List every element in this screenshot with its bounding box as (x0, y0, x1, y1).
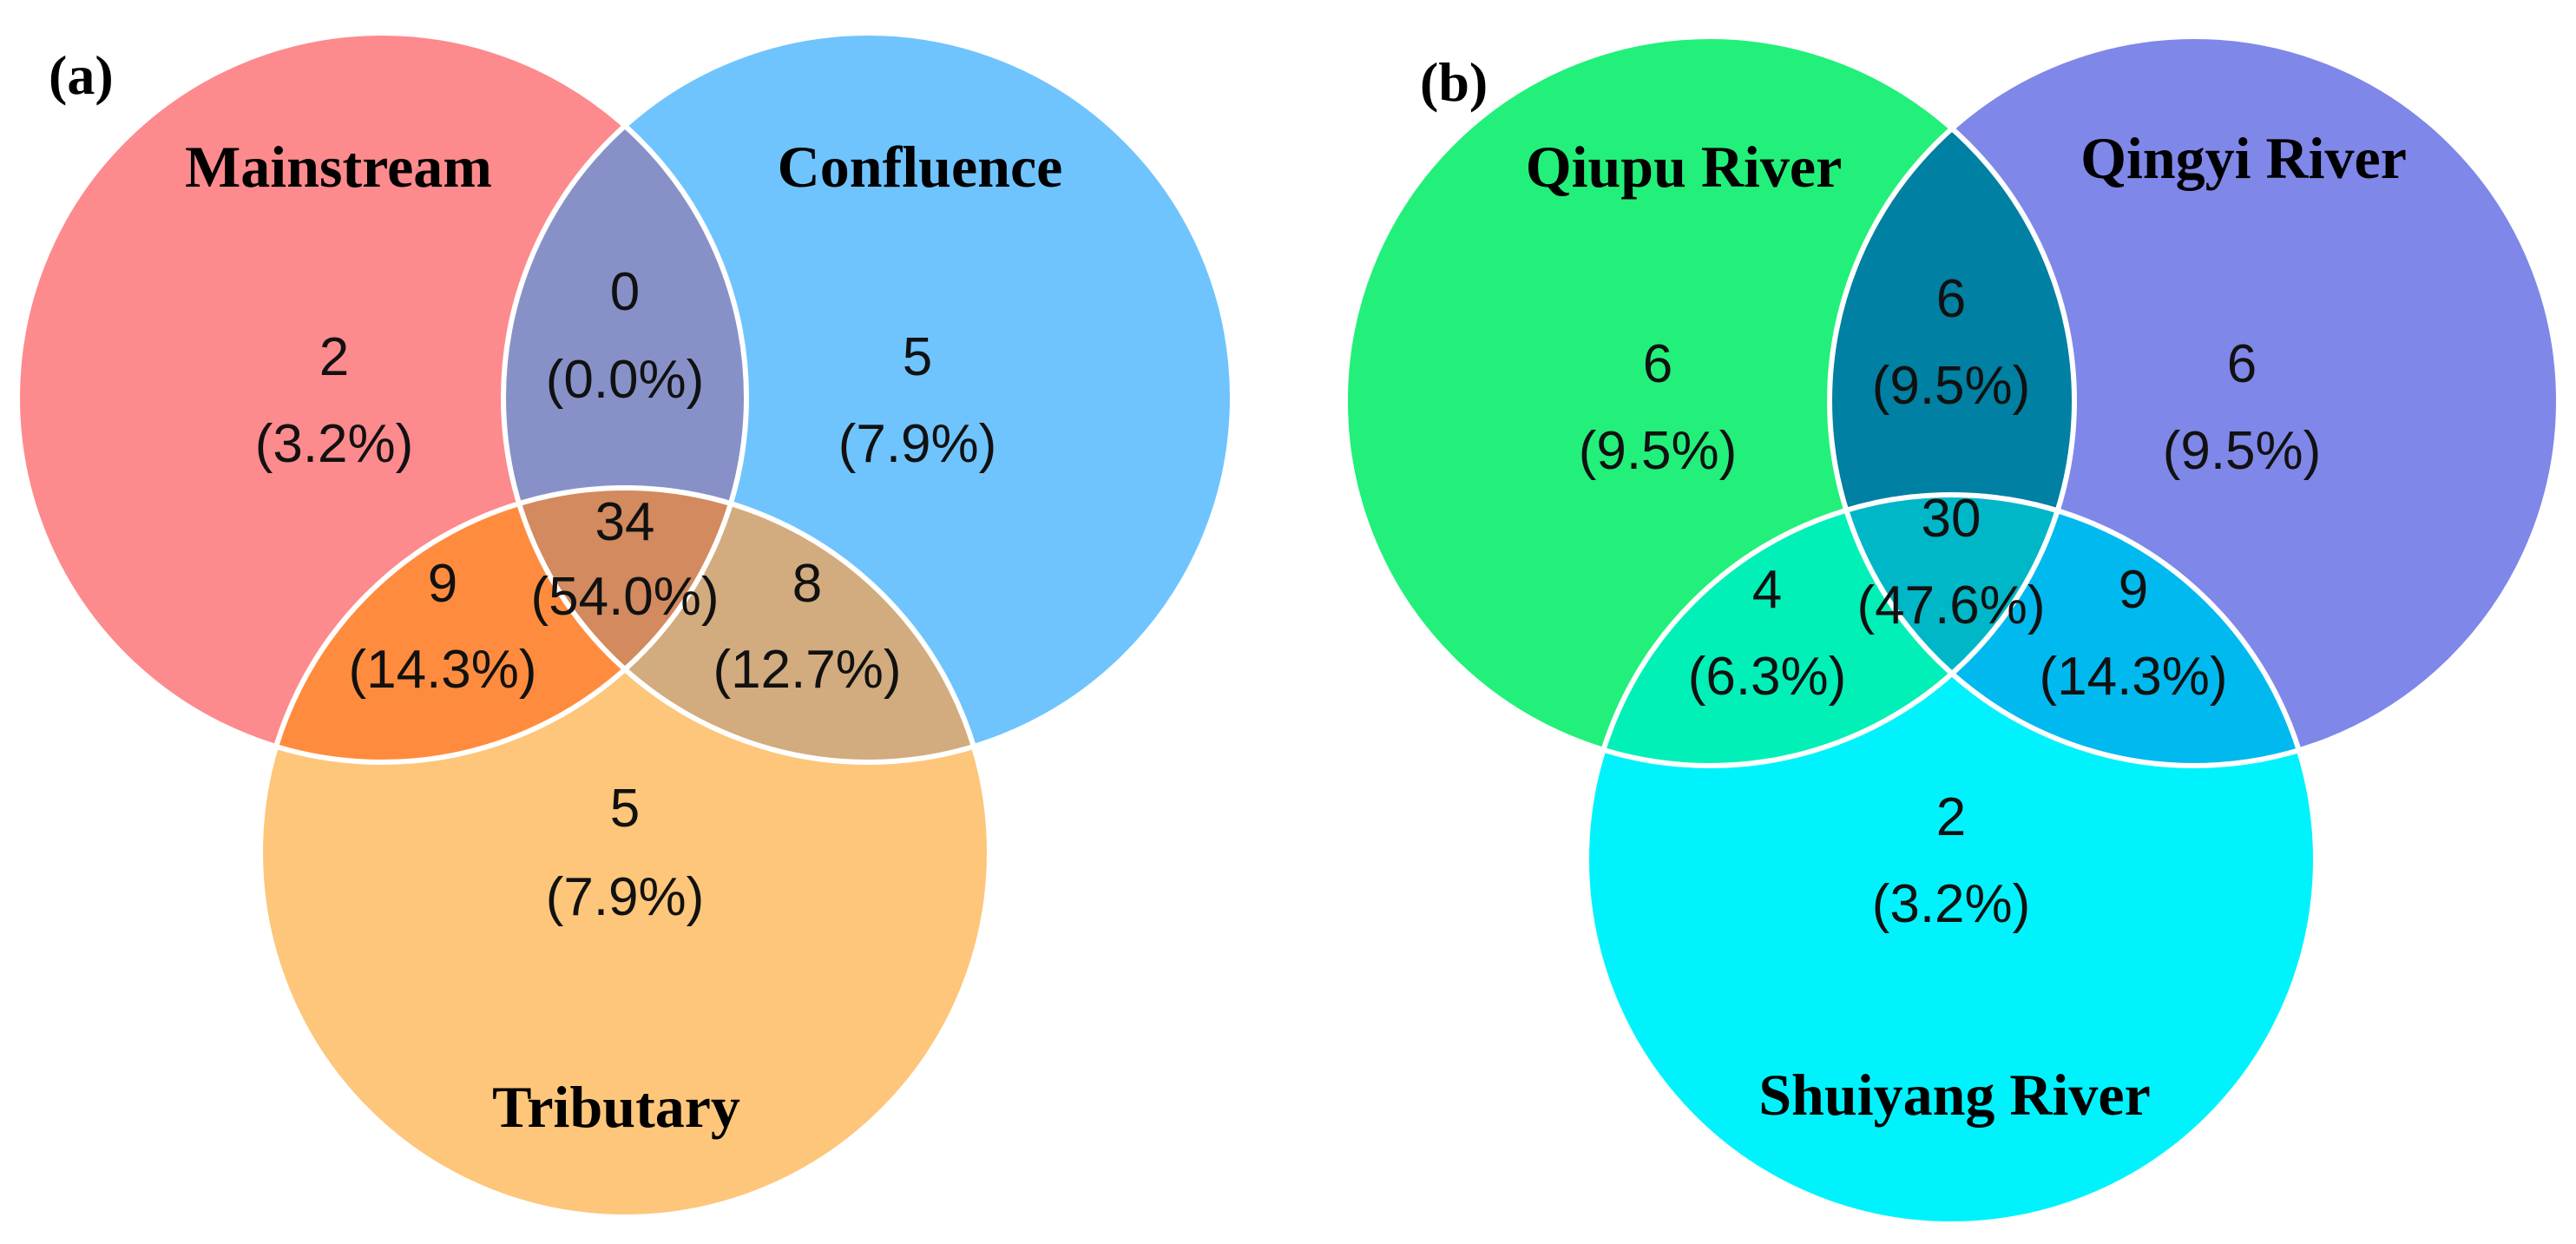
region-count-all-three-rivers: 30 (1922, 489, 1981, 549)
region-percent-all-three-rivers: (47.6%) (1856, 576, 2045, 635)
outline-qingyi-river (1827, 34, 2561, 768)
region-percent-confluence-only: (7.9%) (838, 414, 997, 474)
set-label-confluence: Confluence (778, 134, 1063, 200)
region-count-qiupu-qingyi: 6 (1936, 269, 1966, 329)
region-count-mainstream-confluence: 0 (610, 262, 640, 322)
region-percent-qiupu-only: (9.5%) (1579, 421, 1738, 481)
region-percent-all-three: (54.0%) (530, 567, 719, 627)
set-label-qingyi-river: Qingyi River (2080, 125, 2407, 191)
set-label-tributary: Tributary (492, 1074, 740, 1140)
region-count-qiupu-shuiyang: 4 (1752, 560, 1782, 620)
region-percent-tributary-only: (7.9%) (546, 867, 705, 927)
set-label-mainstream: Mainstream (185, 134, 492, 200)
outline-qiupu-river (1343, 34, 2077, 768)
panel-label-a: (a) (49, 44, 114, 106)
overlap-mainstream-tributary (260, 488, 746, 762)
overlap-qiupu-shuiyang (1587, 495, 2074, 766)
region-percent-mainstream-only: (3.2%) (255, 414, 414, 474)
outline-confluence (501, 30, 1235, 765)
region-count-shuiyang-only: 2 (1936, 787, 1966, 847)
panel-a: (a) Mainstream Confluence Tributary 2 (3… (15, 30, 1235, 1220)
region-count-qiupu-only: 6 (1643, 334, 1672, 394)
region-percent-qiupu-qingyi: (9.5%) (1872, 356, 2031, 416)
set-label-shuiyang-river: Shuiyang River (1758, 1062, 2151, 1128)
region-count-qingyi-shuiyang: 9 (2119, 560, 2148, 620)
outline-shuiyang-river (1584, 492, 2318, 1227)
region-percent-confluence-tributary: (12.7%) (713, 640, 901, 700)
set-label-qiupu-river: Qiupu River (1526, 134, 1843, 200)
region-percent-mainstream-tributary: (14.3%) (348, 640, 536, 700)
overlap-qingyi-shuiyang (1830, 495, 2316, 766)
region-percent-qingyi-only: (9.5%) (2163, 421, 2322, 481)
outline-tributary (258, 485, 992, 1220)
region-count-mainstream-tributary: 9 (428, 554, 457, 614)
region-count-mainstream-only: 2 (319, 327, 349, 387)
panel-b: (b) Qiupu River Qingyi River Shuiyang Ri… (1343, 34, 2561, 1227)
region-count-tributary-only: 5 (610, 779, 640, 839)
region-percent-shuiyang-only: (3.2%) (1872, 874, 2031, 934)
outline-mainstream (15, 30, 749, 765)
region-percent-mainstream-confluence: (0.0%) (546, 350, 705, 410)
region-percent-qiupu-shuiyang: (6.3%) (1688, 647, 1847, 707)
region-count-confluence-tributary: 8 (792, 554, 822, 614)
region-count-qingyi-only: 6 (2227, 334, 2257, 394)
region-count-confluence-only: 5 (903, 327, 932, 387)
overlap-confluence-tributary (503, 488, 989, 762)
panel-label-b: (b) (1420, 51, 1488, 113)
region-percent-qingyi-shuiyang: (14.3%) (2039, 647, 2227, 707)
region-count-all-three: 34 (595, 492, 655, 552)
